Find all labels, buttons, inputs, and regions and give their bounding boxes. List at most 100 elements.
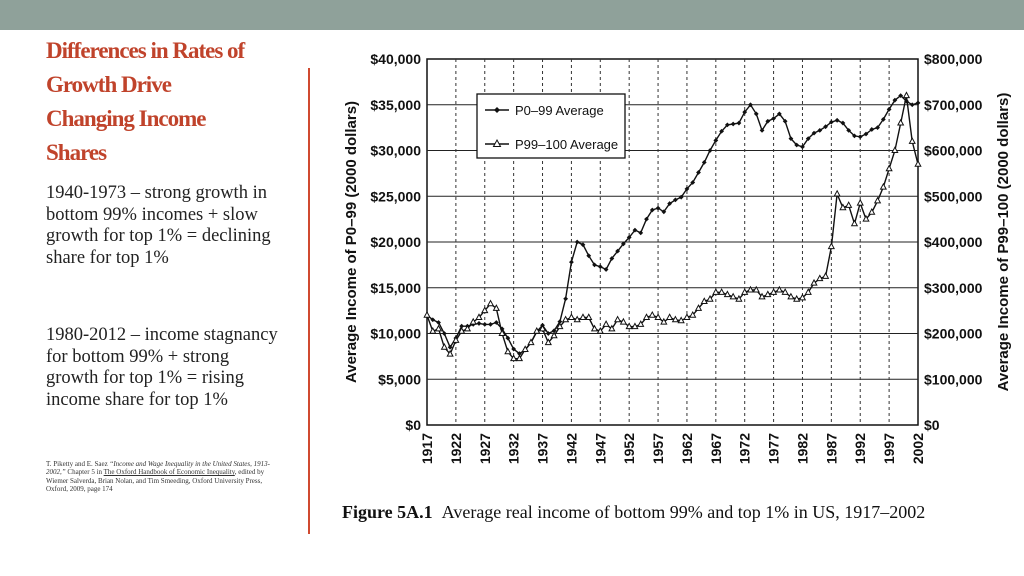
data-point bbox=[856, 198, 864, 206]
data-point bbox=[689, 310, 697, 318]
data-point bbox=[850, 219, 859, 227]
data-point bbox=[863, 131, 869, 137]
data-point bbox=[839, 203, 847, 211]
data-point bbox=[805, 136, 811, 142]
data-point bbox=[700, 297, 708, 304]
data-point bbox=[908, 137, 916, 144]
y-axis-title: Average Income of P0–99 (2000 dollars) bbox=[343, 101, 360, 383]
x-tick-label: 1957 bbox=[650, 433, 666, 464]
y2-tick-label: $400,000 bbox=[924, 234, 983, 250]
data-point bbox=[556, 322, 564, 330]
data-point bbox=[804, 288, 812, 295]
data-point bbox=[671, 315, 680, 323]
data-point bbox=[561, 315, 570, 323]
data-point bbox=[742, 109, 748, 115]
data-point bbox=[696, 170, 701, 175]
data-point bbox=[533, 326, 541, 334]
x-tick-label: 1947 bbox=[592, 433, 608, 464]
legend-box bbox=[476, 93, 626, 159]
x-tick-label: 1952 bbox=[621, 433, 637, 464]
data-point bbox=[690, 180, 696, 185]
data-point bbox=[625, 322, 633, 330]
x-tick-label: 1992 bbox=[852, 433, 868, 464]
data-point bbox=[452, 336, 460, 343]
citation: T. Piketty and E. Saez “Income and Wage … bbox=[46, 460, 281, 494]
data-point bbox=[649, 207, 655, 213]
data-point bbox=[476, 321, 482, 326]
data-point bbox=[771, 116, 776, 121]
data-point bbox=[637, 320, 645, 327]
data-point bbox=[868, 208, 876, 215]
slide-title: Differences in Rates of Growth Drive Cha… bbox=[46, 38, 245, 165]
data-point bbox=[816, 274, 824, 282]
y-tick-label: $20,000 bbox=[370, 234, 421, 250]
data-point bbox=[781, 288, 789, 295]
data-point bbox=[615, 248, 621, 254]
data-point bbox=[706, 294, 714, 302]
data-point bbox=[902, 91, 911, 99]
legend-label: P99–100 Average bbox=[515, 137, 618, 152]
y2-tick-label: $300,000 bbox=[924, 280, 983, 296]
data-point bbox=[567, 313, 576, 320]
data-point bbox=[551, 328, 557, 334]
data-point bbox=[586, 253, 592, 259]
data-point bbox=[463, 324, 472, 332]
data-point bbox=[724, 122, 730, 128]
data-point bbox=[603, 267, 609, 272]
data-point bbox=[735, 294, 743, 302]
data-point bbox=[852, 133, 857, 139]
data-point bbox=[545, 331, 551, 336]
data-point bbox=[869, 127, 875, 132]
y-tick-label: $25,000 bbox=[370, 188, 421, 204]
data-point bbox=[423, 310, 431, 318]
data-point bbox=[879, 182, 887, 190]
data-point bbox=[758, 292, 766, 300]
x-tick-label: 1962 bbox=[679, 433, 695, 464]
data-point bbox=[891, 146, 899, 153]
data-point bbox=[648, 310, 656, 318]
data-point bbox=[498, 329, 506, 336]
legend-label: P0–99 Average bbox=[515, 103, 604, 118]
x-tick-label: 1937 bbox=[535, 433, 551, 464]
data-point bbox=[459, 323, 465, 329]
data-point bbox=[729, 292, 737, 300]
data-point bbox=[492, 304, 500, 311]
data-point bbox=[827, 242, 835, 250]
data-point bbox=[915, 100, 921, 106]
data-point bbox=[713, 138, 719, 143]
data-point bbox=[775, 285, 784, 293]
citation-rest: , edited by Wiemer Salverda, Brian Nolan… bbox=[46, 468, 265, 494]
data-point bbox=[642, 313, 651, 320]
data-point bbox=[660, 317, 668, 325]
citation-article: “Income and Wage Inequality in the Unite… bbox=[46, 460, 270, 477]
data-point bbox=[557, 319, 563, 325]
data-point bbox=[885, 164, 893, 172]
data-point bbox=[752, 285, 760, 293]
data-point bbox=[845, 201, 853, 208]
data-point bbox=[626, 235, 632, 240]
data-point bbox=[573, 315, 581, 323]
data-point bbox=[644, 216, 649, 222]
figure-caption: Figure 5A.1 Average real income of botto… bbox=[342, 502, 925, 523]
data-point bbox=[683, 313, 691, 320]
data-point bbox=[447, 344, 453, 350]
data-point bbox=[441, 331, 447, 336]
data-point bbox=[892, 97, 898, 103]
data-point bbox=[638, 230, 644, 236]
y2-tick-label: $500,000 bbox=[924, 188, 983, 204]
x-tick-label: 2002 bbox=[910, 433, 926, 464]
data-point bbox=[793, 294, 801, 302]
data-point bbox=[482, 321, 488, 327]
data-point bbox=[730, 121, 736, 127]
y-tick-label: $5,000 bbox=[378, 371, 421, 387]
data-point bbox=[677, 316, 685, 324]
data-point bbox=[574, 239, 580, 245]
data-point bbox=[429, 326, 437, 334]
paragraph-1980-2012: 1980-2012 – income stagnancy for bottom … bbox=[46, 325, 278, 410]
data-point bbox=[672, 197, 678, 203]
data-point bbox=[810, 278, 818, 286]
data-point bbox=[794, 142, 800, 148]
legend-marker bbox=[492, 138, 502, 147]
data-point bbox=[875, 125, 880, 131]
data-point bbox=[833, 189, 841, 197]
